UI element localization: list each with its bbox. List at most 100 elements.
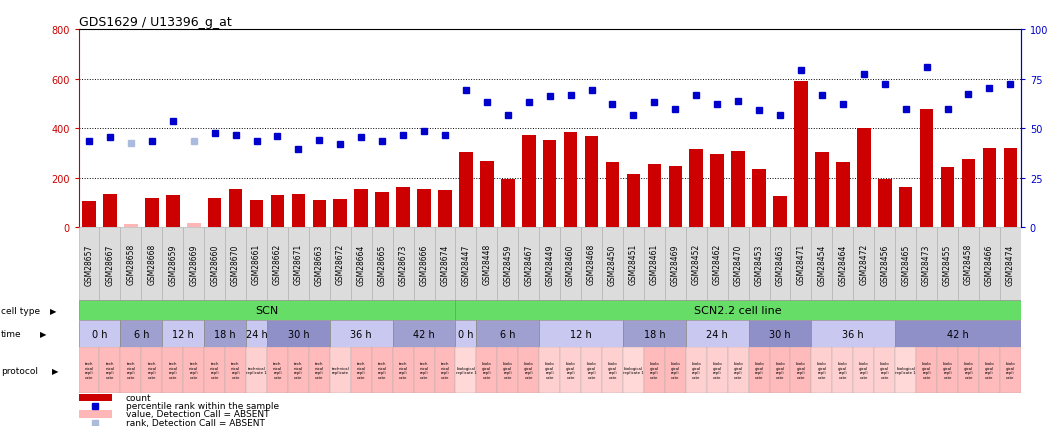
Text: 6 h: 6 h (134, 329, 149, 339)
Text: biolo
gical
repli
cate: biolo gical repli cate (712, 362, 722, 379)
Text: biolo
gical
repli
cate: biolo gical repli cate (670, 362, 681, 379)
Bar (731, 151, 745, 228)
FancyBboxPatch shape (288, 347, 309, 393)
Text: percentile rank within the sample: percentile rank within the sample (126, 401, 279, 411)
Text: GSM28662: GSM28662 (273, 243, 282, 285)
Text: tech
nical
repli
cate: tech nical repli cate (210, 362, 219, 379)
Text: GSM28665: GSM28665 (378, 243, 386, 285)
FancyBboxPatch shape (832, 347, 853, 393)
Text: GSM28672: GSM28672 (336, 243, 344, 285)
FancyBboxPatch shape (686, 320, 749, 347)
Bar (626, 175, 640, 228)
Bar (898, 187, 912, 228)
Bar (500, 180, 515, 228)
FancyBboxPatch shape (393, 228, 414, 301)
Bar (165, 196, 180, 228)
Text: biolo
gical
repli
cate: biolo gical repli cate (649, 362, 660, 379)
Text: tech
nical
repli
cate: tech nical repli cate (231, 362, 240, 379)
Text: GSM28464: GSM28464 (839, 243, 847, 285)
FancyBboxPatch shape (455, 320, 476, 347)
FancyBboxPatch shape (183, 347, 204, 393)
Text: ▶: ▶ (40, 329, 46, 339)
FancyBboxPatch shape (141, 347, 162, 393)
Text: biolo
gical
repli
cate: biolo gical repli cate (691, 362, 701, 379)
FancyBboxPatch shape (853, 228, 874, 301)
Text: tech
nical
repli
cate: tech nical repli cate (127, 362, 135, 379)
Text: biolo
gical
repli
cate: biolo gical repli cate (607, 362, 618, 379)
FancyBboxPatch shape (120, 228, 141, 301)
Text: GDS1629 / U13396_g_at: GDS1629 / U13396_g_at (79, 16, 231, 29)
FancyBboxPatch shape (518, 347, 539, 393)
FancyBboxPatch shape (749, 347, 770, 393)
FancyBboxPatch shape (979, 347, 1000, 393)
Text: tech
nical
repli
cate: tech nical repli cate (85, 362, 93, 379)
FancyBboxPatch shape (120, 347, 141, 393)
Text: ▶: ▶ (52, 366, 59, 375)
FancyBboxPatch shape (623, 320, 686, 347)
Bar (480, 161, 494, 228)
Text: biolo
gical
repli
cate: biolo gical repli cate (775, 362, 785, 379)
Text: GSM28468: GSM28468 (587, 243, 596, 285)
Bar (396, 187, 410, 228)
Text: GSM28447: GSM28447 (462, 243, 470, 285)
Text: biolo
gical
repli
cate: biolo gical repli cate (838, 362, 848, 379)
Text: GSM28670: GSM28670 (231, 243, 240, 285)
Text: GSM28460: GSM28460 (566, 243, 575, 285)
FancyBboxPatch shape (1000, 347, 1021, 393)
Text: 0 h: 0 h (459, 329, 473, 339)
FancyBboxPatch shape (686, 347, 707, 393)
FancyBboxPatch shape (79, 320, 120, 347)
FancyBboxPatch shape (309, 347, 330, 393)
Bar (605, 162, 620, 228)
Text: GSM28453: GSM28453 (755, 243, 763, 285)
FancyBboxPatch shape (811, 228, 832, 301)
Text: GSM28659: GSM28659 (169, 243, 177, 285)
FancyBboxPatch shape (811, 320, 895, 347)
Text: biolo
gical
repli
cate: biolo gical repli cate (963, 362, 974, 379)
FancyBboxPatch shape (372, 347, 393, 393)
Text: biolo
gical
repli
cate: biolo gical repli cate (524, 362, 534, 379)
FancyBboxPatch shape (539, 347, 560, 393)
FancyBboxPatch shape (497, 347, 518, 393)
Bar (333, 200, 348, 228)
Text: protocol: protocol (1, 366, 38, 375)
Bar (103, 194, 116, 228)
FancyBboxPatch shape (874, 347, 895, 393)
FancyBboxPatch shape (476, 228, 497, 301)
FancyBboxPatch shape (811, 347, 832, 393)
FancyBboxPatch shape (770, 347, 790, 393)
FancyBboxPatch shape (79, 301, 455, 320)
Text: GSM28454: GSM28454 (818, 243, 826, 285)
FancyBboxPatch shape (79, 411, 111, 418)
FancyBboxPatch shape (770, 228, 790, 301)
Text: SCN: SCN (255, 306, 279, 316)
Text: GSM28657: GSM28657 (85, 243, 93, 285)
FancyBboxPatch shape (937, 347, 958, 393)
Bar (752, 170, 766, 228)
Text: GSM28450: GSM28450 (608, 243, 617, 285)
Text: tech
nical
repli
cate: tech nical repli cate (399, 362, 407, 379)
FancyBboxPatch shape (246, 320, 267, 347)
Text: GSM28473: GSM28473 (922, 243, 931, 285)
Text: 36 h: 36 h (843, 329, 864, 339)
FancyBboxPatch shape (539, 320, 623, 347)
Text: 12 h: 12 h (571, 329, 592, 339)
Bar (542, 140, 557, 228)
Text: biolo
gical
repli
cate: biolo gical repli cate (1005, 362, 1016, 379)
Bar (877, 180, 891, 228)
FancyBboxPatch shape (162, 320, 204, 347)
FancyBboxPatch shape (979, 228, 1000, 301)
FancyBboxPatch shape (560, 228, 581, 301)
Text: biolo
gical
repli
cate: biolo gical repli cate (482, 362, 492, 379)
Bar (690, 150, 704, 228)
Text: 18 h: 18 h (644, 329, 665, 339)
Bar (564, 133, 578, 228)
Text: GSM28671: GSM28671 (294, 243, 303, 285)
Text: GSM28658: GSM28658 (127, 243, 135, 285)
Text: biolo
gical
repli
cate: biolo gical repli cate (921, 362, 932, 379)
Text: GSM28667: GSM28667 (106, 243, 114, 285)
Text: GSM28448: GSM28448 (483, 243, 491, 285)
Text: 24 h: 24 h (246, 329, 267, 339)
FancyBboxPatch shape (707, 347, 728, 393)
Bar (82, 202, 96, 228)
